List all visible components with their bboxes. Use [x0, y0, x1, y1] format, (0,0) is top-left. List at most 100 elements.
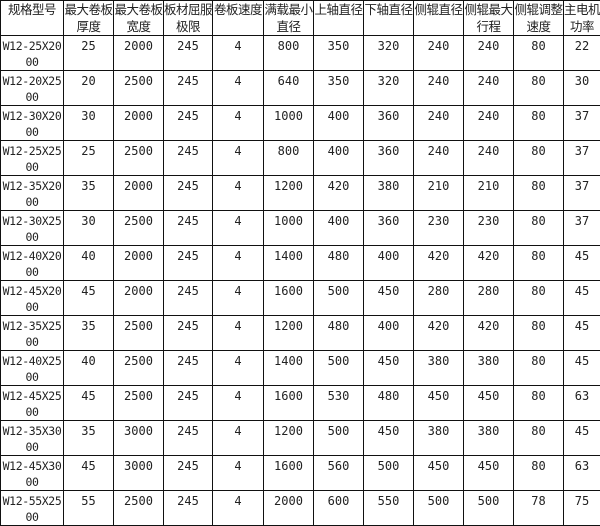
value-cell: 480	[314, 316, 364, 351]
value-cell: 80	[514, 211, 564, 246]
value-cell: 420	[464, 246, 514, 281]
value-cell: 500	[314, 421, 364, 456]
value-cell: 1000	[264, 106, 314, 141]
value-cell: 4	[213, 316, 264, 351]
value-cell: 600	[314, 491, 364, 526]
value-cell: 450	[364, 421, 414, 456]
value-cell: 450	[414, 456, 464, 491]
value-cell: 2000	[114, 176, 164, 211]
value-cell: 240	[464, 71, 514, 106]
column-header: 最大卷板厚度	[64, 1, 114, 36]
value-cell: 4	[213, 106, 264, 141]
model-cell: W12-30X2000	[1, 106, 64, 141]
column-header: 侧辊调整速度	[514, 1, 564, 36]
value-cell: 240	[464, 36, 514, 71]
value-cell: 500	[414, 491, 464, 526]
value-cell: 450	[364, 351, 414, 386]
value-cell: 40	[64, 246, 114, 281]
value-cell: 2000	[114, 246, 164, 281]
value-cell: 1200	[264, 316, 314, 351]
value-cell: 420	[414, 316, 464, 351]
model-cell: W12-35X2000	[1, 176, 64, 211]
value-cell: 400	[364, 316, 414, 351]
value-cell: 245	[164, 246, 213, 281]
value-cell: 2500	[114, 316, 164, 351]
model-cell: W12-30X2500	[1, 211, 64, 246]
value-cell: 800	[264, 36, 314, 71]
value-cell: 45	[64, 456, 114, 491]
value-cell: 530	[314, 386, 364, 421]
value-cell: 45	[564, 421, 600, 456]
value-cell: 400	[364, 246, 414, 281]
value-cell: 240	[414, 106, 464, 141]
model-cell: W12-45X3000	[1, 456, 64, 491]
column-header: 卷板速度	[213, 1, 264, 36]
value-cell: 450	[414, 386, 464, 421]
value-cell: 4	[213, 456, 264, 491]
value-cell: 2500	[114, 211, 164, 246]
column-header: 最大卷板宽度	[114, 1, 164, 36]
model-cell: W12-25X2000	[1, 36, 64, 71]
value-cell: 45	[64, 281, 114, 316]
value-cell: 30	[564, 71, 600, 106]
model-cell: W12-40X2500	[1, 351, 64, 386]
value-cell: 80	[514, 71, 564, 106]
value-cell: 40	[64, 351, 114, 386]
value-cell: 350	[314, 36, 364, 71]
value-cell: 550	[364, 491, 414, 526]
value-cell: 45	[564, 351, 600, 386]
value-cell: 360	[364, 106, 414, 141]
value-cell: 1000	[264, 211, 314, 246]
value-cell: 37	[564, 176, 600, 211]
value-cell: 45	[564, 281, 600, 316]
column-header: 侧辊直径	[414, 1, 464, 36]
column-header: 下轴直径	[364, 1, 414, 36]
value-cell: 75	[564, 491, 600, 526]
model-cell: W12-40X2000	[1, 246, 64, 281]
value-cell: 380	[464, 351, 514, 386]
value-cell: 380	[414, 351, 464, 386]
value-cell: 500	[364, 456, 414, 491]
value-cell: 63	[564, 456, 600, 491]
value-cell: 245	[164, 211, 213, 246]
value-cell: 80	[514, 421, 564, 456]
value-cell: 37	[564, 211, 600, 246]
value-cell: 4	[213, 491, 264, 526]
value-cell: 450	[364, 281, 414, 316]
column-header: 满载最小直径	[264, 1, 314, 36]
column-header: 主电机功率	[564, 1, 600, 36]
value-cell: 2500	[114, 386, 164, 421]
value-cell: 2500	[114, 141, 164, 176]
value-cell: 280	[464, 281, 514, 316]
value-cell: 320	[364, 36, 414, 71]
value-cell: 500	[314, 351, 364, 386]
value-cell: 245	[164, 421, 213, 456]
value-cell: 245	[164, 281, 213, 316]
model-cell: W12-20X2500	[1, 71, 64, 106]
value-cell: 245	[164, 456, 213, 491]
value-cell: 4	[213, 71, 264, 106]
value-cell: 240	[414, 36, 464, 71]
value-cell: 400	[314, 211, 364, 246]
value-cell: 420	[314, 176, 364, 211]
value-cell: 420	[464, 316, 514, 351]
model-cell: W12-45X2500	[1, 386, 64, 421]
value-cell: 1400	[264, 246, 314, 281]
value-cell: 2000	[114, 281, 164, 316]
value-cell: 380	[464, 421, 514, 456]
value-cell: 360	[364, 211, 414, 246]
value-cell: 1200	[264, 421, 314, 456]
value-cell: 480	[364, 386, 414, 421]
value-cell: 380	[364, 176, 414, 211]
value-cell: 2500	[114, 71, 164, 106]
